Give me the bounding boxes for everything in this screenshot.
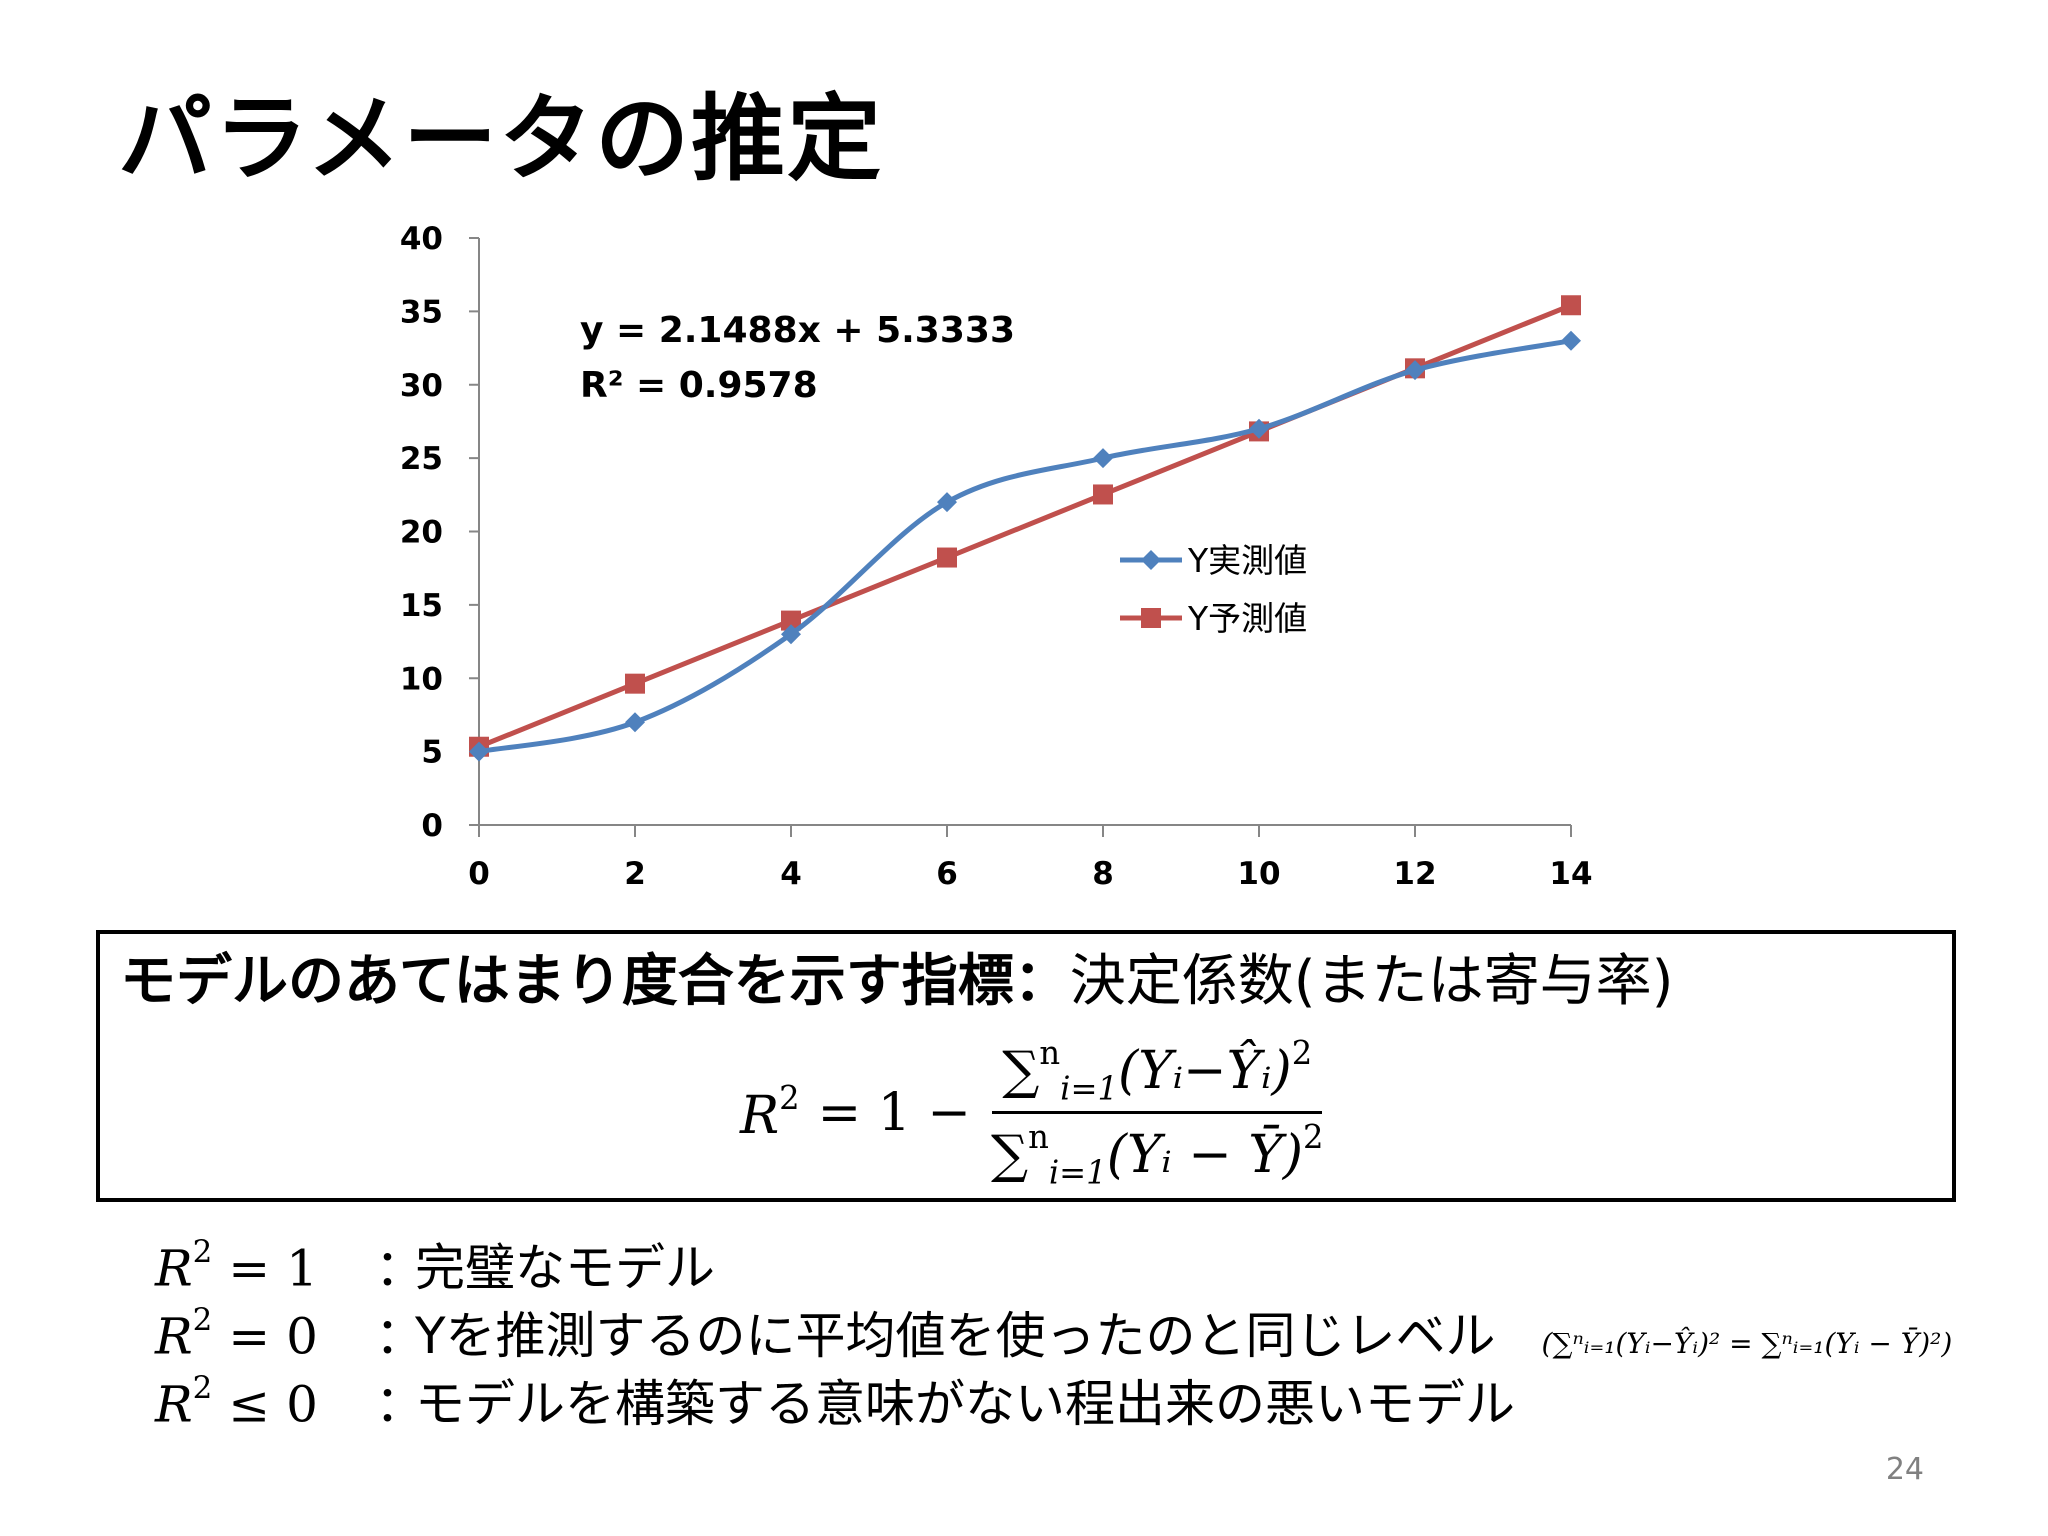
data-point-diamond — [1249, 418, 1269, 439]
data-point-square — [1561, 295, 1581, 316]
legend-marker-diamond — [1141, 550, 1161, 570]
y-tick-label: 20 — [400, 515, 443, 551]
definition-heading-normal: 決定係数(または寄与率) — [1069, 949, 1674, 1014]
x-tick-label: 12 — [1393, 856, 1436, 892]
y-tick-label: 10 — [400, 661, 443, 697]
page-number: 24 — [1885, 1452, 1924, 1487]
condition-math: R2 ≤ 0 — [155, 1369, 318, 1433]
chart-legend: Y実測値 Y予測値 — [1120, 541, 1307, 638]
trendline-r-squared: R² = 0.9578 — [580, 365, 818, 406]
chart-series — [469, 295, 1581, 762]
formula-fraction: ∑ni=1(Yᵢ−Ŷᵢ)2 ∑ni=1(Yᵢ − Ȳ)2 — [981, 1034, 1334, 1192]
x-tick-label: 6 — [936, 856, 958, 892]
formula-denominator: ∑ni=1(Yᵢ − Ȳ)2 — [990, 1118, 1324, 1192]
x-tick-label: 0 — [468, 856, 490, 892]
x-tick-label: 14 — [1549, 856, 1592, 892]
data-point-square — [937, 547, 957, 568]
x-tick-label: 4 — [780, 856, 802, 892]
data-point-diamond — [781, 624, 801, 645]
data-point-diamond — [1405, 360, 1425, 381]
condition-colon: ： — [375, 1307, 425, 1365]
condition-row-mean-level: R2 = 0 ： Yを推測するのに平均値を使ったのと同じレベル (∑ⁿᵢ₌₁(Y… — [155, 1296, 1953, 1365]
data-point-diamond — [937, 492, 957, 513]
slide-title: パラメータの推定 — [118, 85, 884, 194]
definition-heading: モデルのあてはまり度合を示す指標：決定係数(または寄与率) — [120, 948, 1673, 1015]
condition-colon: ： — [375, 1375, 425, 1433]
r-squared-formula: R2 = 1 − ∑ni=1(Yᵢ−Ŷᵢ)2 ∑ni=1(Yᵢ − Ȳ)2 — [740, 1034, 1334, 1192]
formula-equals: = 1 − — [817, 1082, 971, 1143]
chart-axes: 0 5 10 15 20 25 30 35 40 0 2 4 6 8 10 12 14 — [400, 221, 1593, 892]
y-tick-label: 25 — [400, 441, 443, 477]
definition-box: モデルのあてはまり度合を示す指標：決定係数(または寄与率) R2 = 1 − ∑… — [96, 930, 1956, 1202]
y-tick-label: 30 — [400, 368, 443, 404]
data-point-diamond — [625, 712, 645, 733]
legend-marker-square — [1141, 608, 1161, 628]
data-point-square — [625, 673, 645, 694]
condition-description: Yを推測するのに平均値を使ったのと同じレベル — [415, 1307, 1496, 1365]
legend-label: Y実測値 — [1187, 541, 1307, 580]
data-point-diamond — [1093, 448, 1113, 469]
y-tick-label: 15 — [400, 588, 443, 624]
formula-numerator: ∑ni=1(Yᵢ−Ŷᵢ)2 — [992, 1034, 1323, 1115]
legend-label: Y予測値 — [1187, 599, 1307, 638]
condition-row-poor: R2 ≤ 0 ： モデルを構築する意味がない程出来の悪いモデル — [155, 1364, 1952, 1433]
y-tick-label: 35 — [400, 294, 443, 330]
x-tick-label: 2 — [624, 856, 646, 892]
condition-math: R2 = 1 — [155, 1233, 318, 1297]
y-tick-label: 40 — [400, 221, 443, 257]
x-tick-label: 8 — [1092, 856, 1114, 892]
formula-lhs: R2 — [740, 1079, 800, 1147]
data-point-diamond — [469, 741, 489, 762]
y-tick-label: 5 — [421, 735, 443, 771]
conditions-list: R2 = 1 ： 完璧なモデル R2 = 0 ： Yを推測するのに平均値を使った… — [155, 1228, 1953, 1433]
condition-colon: ： — [375, 1239, 425, 1297]
condition-description: モデルを構築する意味がない程出来の悪いモデル — [415, 1375, 1515, 1433]
condition-description: 完璧なモデル — [415, 1239, 715, 1297]
line-chart: 0 5 10 15 20 25 30 35 40 0 2 4 6 8 10 12 14 y = 2.1488x … — [400, 221, 1593, 892]
series-line-diamond — [478, 338, 1572, 755]
condition-row-perfect: R2 = 1 ： 完璧なモデル — [155, 1228, 1952, 1297]
condition-math: R2 = 0 — [155, 1301, 318, 1365]
condition-note-formula: (∑ⁿᵢ₌₁(Yᵢ−Ŷᵢ)² = ∑ⁿᵢ₌₁(Yᵢ − Ȳ)²) — [1541, 1327, 1953, 1360]
definition-heading-bold: モデルのあてはまり度合を示す指標： — [120, 949, 1070, 1014]
y-tick-label: 0 — [421, 808, 443, 844]
x-tick-label: 10 — [1237, 856, 1280, 892]
data-point-square — [1093, 484, 1113, 505]
data-point-square — [781, 610, 801, 631]
trendline-equation: y = 2.1488x + 5.3333 — [580, 310, 1015, 351]
data-point-diamond — [1561, 330, 1581, 351]
